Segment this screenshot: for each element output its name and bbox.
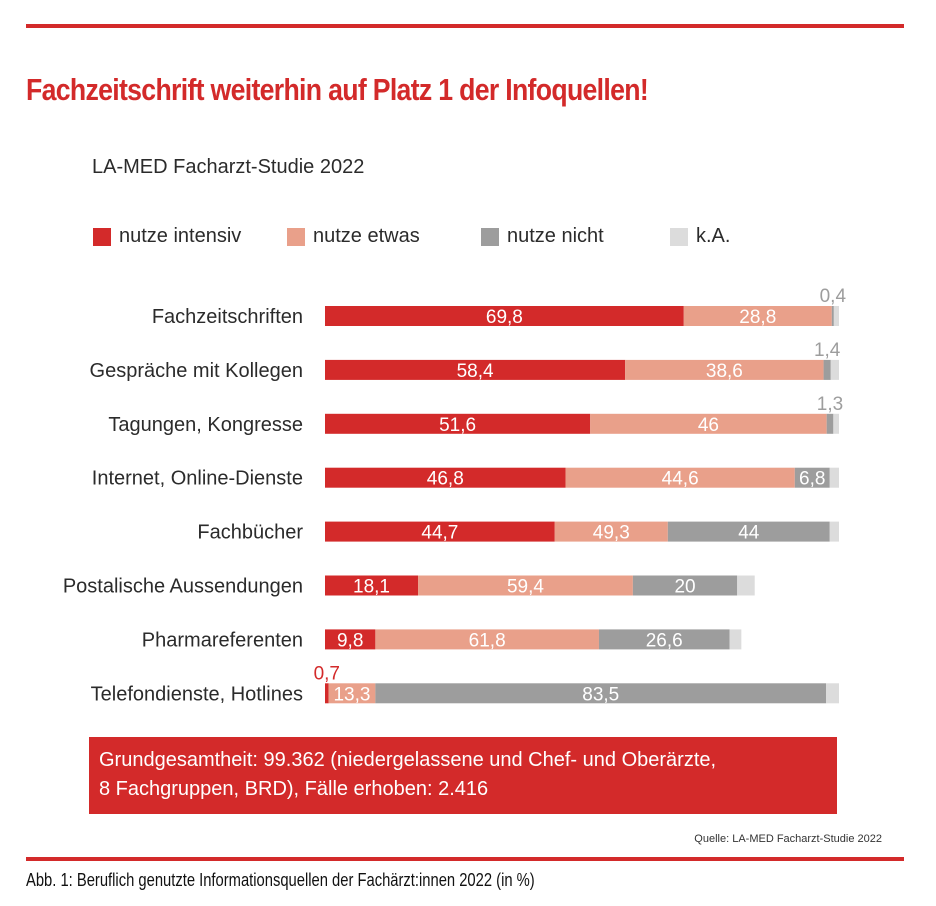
bar-fachzeitschriften-nutze-intensiv — [325, 306, 684, 326]
bar-postalische-aussendungen-nutze-intensiv — [325, 575, 419, 596]
bar-internet-online-dienste-k-a — [829, 467, 839, 488]
bar-gespräche-mit-kollegen-nutze-etwas — [625, 359, 824, 380]
bar-fachzeitschriften-nutze-nicht — [831, 306, 834, 326]
value-label-gespräche-mit-kollegen-nutze-etwas: 38,6 — [706, 361, 743, 382]
legend-label-nutze-etwas: nutze etwas — [313, 225, 420, 247]
value-label-fachzeitschriften-nutze-intensiv: 69,8 — [486, 307, 523, 328]
value-label-fachbücher-nutze-intensiv: 44,7 — [421, 523, 458, 544]
bar-telefondienste-hotlines-nutze-nicht — [375, 683, 827, 704]
value-label-telefondienste-hotlines-nutze-nicht: 83,5 — [582, 684, 619, 705]
bar-pharmareferenten-nutze-nicht — [598, 629, 730, 650]
value-label-internet-online-dienste-nutze-etwas: 44,6 — [662, 469, 699, 490]
bar-gespräche-mit-kollegen-nutze-nicht — [823, 359, 831, 380]
chart-title: Fachzeitschrift weiterhin auf Platz 1 de… — [26, 72, 649, 107]
legend-label-k-a: k.A. — [696, 225, 731, 247]
legend-label-nutze-nicht: nutze nicht — [507, 225, 604, 247]
category-label-internet-online-dienste: Internet, Online-Dienste — [92, 468, 303, 490]
bar-postalische-aussendungen-nutze-nicht — [632, 575, 738, 596]
bar-gespräche-mit-kollegen-nutze-intensiv — [325, 359, 626, 380]
value-label-internet-online-dienste-nutze-intensiv: 46,8 — [427, 469, 464, 490]
bar-postalische-aussendungen-k-a — [737, 575, 755, 596]
bar-fachbücher-nutze-etwas — [554, 521, 668, 542]
bar-fachzeitschriften-k-a — [833, 306, 839, 326]
outside-label-telefondienste-hotlines: 0,7 — [314, 663, 340, 684]
bar-internet-online-dienste-nutze-etwas — [565, 467, 795, 488]
value-label-postalische-aussendungen-nutze-intensiv: 18,1 — [353, 577, 390, 598]
source-note: Quelle: LA-MED Facharzt-Studie 2022 — [694, 833, 882, 845]
value-label-internet-online-dienste-nutze-nicht: 6,8 — [799, 469, 825, 490]
category-label-postalische-aussendungen: Postalische Aussendungen — [63, 576, 303, 598]
chart-subtitle: LA-MED Facharzt-Studie 2022 — [92, 156, 365, 178]
bar-pharmareferenten-k-a — [729, 629, 742, 650]
category-label-pharmareferenten: Pharmareferenten — [142, 629, 303, 651]
value-label-fachzeitschriften-nutze-etwas: 28,8 — [739, 307, 776, 328]
bar-postalische-aussendungen-nutze-etwas — [418, 575, 633, 596]
outside-label-fachzeitschriften: 0,4 — [820, 286, 847, 307]
legend-swatch-nutze-nicht — [481, 228, 499, 246]
bottom-rule — [26, 857, 904, 861]
top-rule — [26, 24, 904, 28]
value-label-pharmareferenten-nutze-etwas: 61,8 — [469, 630, 506, 651]
bar-gespräche-mit-kollegen-k-a — [830, 359, 839, 380]
outside-label-gespräche-mit-kollegen: 1,4 — [814, 340, 841, 361]
legend-swatch-nutze-etwas — [287, 228, 305, 246]
bar-tagungen-kongresse-k-a — [833, 413, 839, 434]
category-label-fachzeitschriften: Fachzeitschriften — [152, 306, 303, 328]
bar-telefondienste-hotlines-nutze-intensiv — [325, 683, 329, 704]
value-label-tagungen-kongresse-nutze-intensiv: 51,6 — [439, 415, 476, 436]
info-line-1: Grundgesamtheit: 99.362 (niedergelassene… — [99, 749, 717, 771]
bar-pharmareferenten-nutze-etwas — [375, 629, 599, 650]
value-label-gespräche-mit-kollegen-nutze-intensiv: 58,4 — [457, 361, 494, 382]
bar-internet-online-dienste-nutze-nicht — [794, 467, 830, 488]
legend-swatch-k-a — [670, 228, 688, 246]
category-label-fachbücher: Fachbücher — [197, 522, 303, 544]
bar-fachbücher-k-a — [829, 521, 839, 542]
value-label-postalische-aussendungen-nutze-etwas: 59,4 — [507, 577, 544, 598]
value-label-pharmareferenten-nutze-nicht: 26,6 — [646, 630, 683, 651]
info-line-2: 8 Fachgruppen, BRD), Fälle erhoben: 2.41… — [99, 778, 489, 800]
population-info-box: Grundgesamtheit: 99.362 (niedergelassene… — [89, 737, 837, 814]
bar-fachbücher-nutze-nicht — [667, 521, 830, 542]
outside-label-tagungen-kongresse: 1,3 — [817, 394, 843, 415]
bar-pharmareferenten-nutze-intensiv — [325, 629, 376, 650]
category-label-gespräche-mit-kollegen: Gespräche mit Kollegen — [90, 360, 303, 382]
figure-caption: Abb. 1: Beruflich genutzte Informationsq… — [26, 870, 535, 890]
value-label-fachbücher-nutze-nicht: 44 — [738, 523, 760, 544]
legend-swatch-nutze-intensiv — [93, 228, 111, 246]
legend-label-nutze-intensiv: nutze intensiv — [119, 225, 242, 247]
bar-fachbücher-nutze-intensiv — [325, 521, 555, 542]
bar-fachzeitschriften-nutze-etwas — [683, 306, 832, 326]
value-label-postalische-aussendungen-nutze-nicht: 20 — [674, 577, 695, 598]
value-label-tagungen-kongresse-nutze-etwas: 46 — [698, 415, 719, 436]
value-label-telefondienste-hotlines-nutze-etwas: 13,3 — [333, 684, 370, 705]
bar-internet-online-dienste-nutze-intensiv — [325, 467, 566, 488]
category-label-tagungen-kongresse: Tagungen, Kongresse — [108, 414, 303, 436]
value-label-pharmareferenten-nutze-intensiv: 9,8 — [337, 630, 363, 651]
bar-tagungen-kongresse-nutze-nicht — [826, 413, 834, 434]
value-label-fachbücher-nutze-etwas: 49,3 — [593, 523, 630, 544]
bar-tagungen-kongresse-nutze-etwas — [590, 413, 827, 434]
bar-telefondienste-hotlines-nutze-etwas — [328, 683, 376, 704]
category-label-telefondienste-hotlines: Telefondienste, Hotlines — [91, 683, 303, 705]
bar-tagungen-kongresse-nutze-intensiv — [325, 413, 591, 434]
bar-telefondienste-hotlines-k-a — [826, 683, 839, 704]
